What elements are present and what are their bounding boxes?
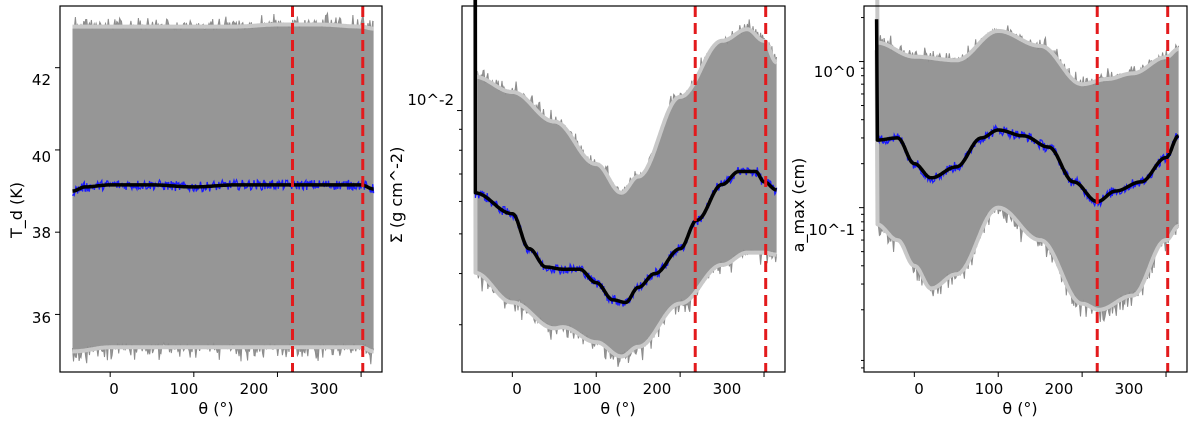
x-tick-label: 200 [240,380,269,398]
x-tick-label: 0 [914,380,924,398]
lower-envelope-smooth [71,345,375,354]
x-tick-label: 300 [713,380,742,398]
lower-envelope-smooth [473,0,778,359]
x-tick-label: 300 [1115,380,1144,398]
y-axis-label: a_max (cm) [789,158,809,253]
upper-envelope-smooth [473,0,778,195]
x-tick-label: 0 [512,380,522,398]
x-axis-label: θ (°) [1002,399,1037,418]
axes-frame [461,5,786,373]
x-tick-label: 100 [975,380,1004,398]
x-tick-label: 0 [109,380,119,398]
x-tick-label: 100 [573,380,602,398]
panel-right-amax: 0 100 200 300 10^-1 10^0 θ (°) a_max (cm… [789,0,1188,418]
axes-frame [863,5,1188,373]
y-tick-label: 42 [32,71,51,89]
x-tick-label: 100 [170,380,199,398]
y-axis-label: Σ (g cm^-2) [387,147,406,244]
y-axis-label: T_d (K) [7,182,27,239]
y-tick-label: 36 [32,309,51,327]
y-tick-label: 10^-2 [407,91,454,109]
panel-left-td: 0 100 200 300 36 38 40 42 θ (°) T_d (K) [7,5,383,418]
upper-envelope-smooth [71,22,375,31]
y-tick-label: 38 [32,224,51,242]
smoothed-fit-line [473,0,778,305]
smoothed-fit-line [874,19,1180,204]
x-tick-label: 300 [310,380,339,398]
x-tick-label: 200 [643,380,672,398]
uncertainty-band [475,0,777,367]
y-tick-label: 10^-1 [808,221,855,239]
x-axis-label: θ (°) [600,399,635,418]
y-tick-label: 40 [32,148,51,166]
lower-envelope-smooth [874,50,1180,312]
upper-envelope-smooth [875,0,1180,87]
smoothed-fit-line [71,183,375,193]
panel-middle-sigma: 0 100 200 300 10^-2 θ (°) Σ (g cm^-2) [387,0,786,418]
x-tick-label: 200 [1045,380,1074,398]
uncertainty-band [72,13,374,365]
axes-frame [59,5,383,373]
y-tick-label: 10^0 [814,63,855,81]
x-axis-label: θ (°) [198,399,233,418]
